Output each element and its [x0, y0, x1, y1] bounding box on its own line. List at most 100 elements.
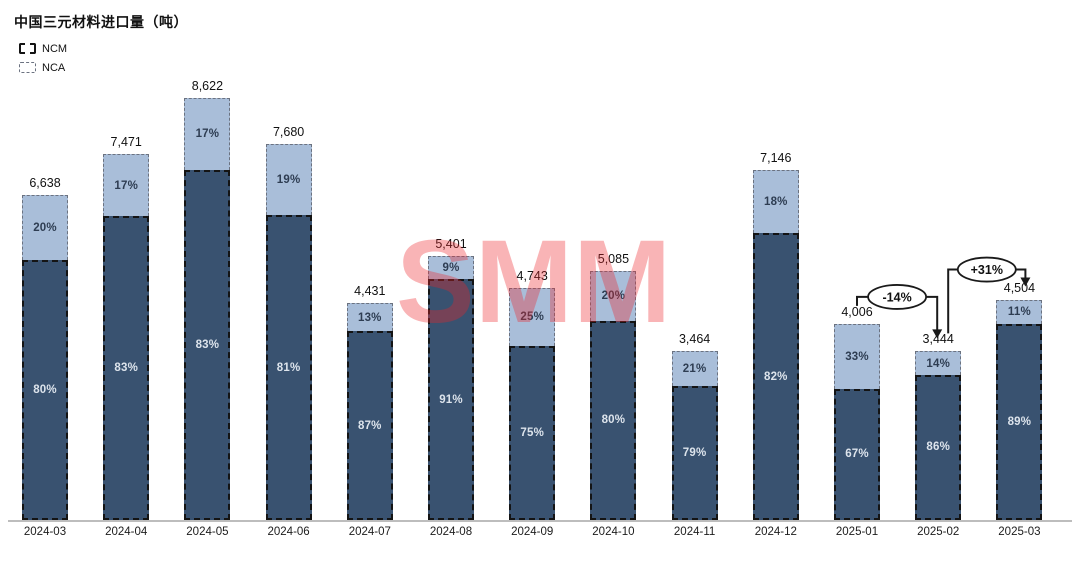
- nca-percent-label: 11%: [1007, 306, 1031, 319]
- x-axis-label: 2024-05: [186, 526, 229, 538]
- bar-total-label: 5,085: [597, 252, 630, 267]
- legend-item-ncm: NCM: [19, 39, 67, 58]
- ncm-percent-label: 82%: [763, 370, 788, 383]
- ncm-percent-label: 91%: [439, 393, 463, 406]
- bar-column: 33% 67%: [834, 323, 880, 520]
- legend: NCM NCA: [19, 39, 67, 77]
- bar-segment-nca: 9%: [428, 255, 474, 280]
- ncm-percent-label: 79%: [682, 447, 707, 460]
- bar-total-label: 8,622: [191, 79, 224, 93]
- ncm-percent-label: 89%: [1007, 415, 1032, 428]
- watermark: SMM: [396, 216, 672, 348]
- x-axis-label: 2024-09: [511, 526, 554, 538]
- bar-total-label: 4,504: [1003, 280, 1036, 295]
- nca-percent-label: 18%: [763, 196, 788, 209]
- bar-segment-ncm: 81%: [265, 215, 312, 520]
- nca-percent-label: 17%: [114, 179, 138, 192]
- chart-title: 中国三元材料进口量（吨）: [14, 14, 188, 30]
- nca-percent-label: 33%: [845, 350, 869, 363]
- ncm-percent-label: 83%: [114, 362, 138, 375]
- bar-segment-ncm: 80%: [22, 260, 68, 520]
- x-axis-label: 2025-03: [998, 526, 1041, 538]
- bar-column: 9% 91%: [428, 255, 474, 520]
- bar-total-label: 3,464: [678, 331, 711, 346]
- legend-label-nca: NCA: [42, 61, 66, 74]
- ncm-percent-label: 87%: [357, 419, 382, 432]
- x-axis-line: [8, 520, 1072, 522]
- x-axis-label: 2024-03: [23, 526, 67, 538]
- nca-percent-label: 21%: [682, 362, 707, 375]
- nca-percent-label: 20%: [601, 290, 626, 303]
- ncm-percent-label: 75%: [520, 426, 544, 439]
- bar-segment-ncm: 79%: [671, 386, 718, 520]
- bar-total-label: 7,680: [272, 125, 305, 140]
- ncm-percent-label: 86%: [926, 441, 950, 454]
- svg-text:+31%: +31%: [971, 263, 1003, 277]
- bar-column: 25% 75%: [509, 287, 556, 520]
- bar-total-label: 4,006: [841, 304, 873, 319]
- bar-segment-ncm: 83%: [184, 169, 231, 520]
- nca-percent-label: 19%: [276, 174, 301, 187]
- bar-segment-ncm: 75%: [509, 345, 556, 520]
- legend-swatch-nca-icon: [19, 62, 36, 73]
- ncm-percent-label: 80%: [33, 384, 57, 397]
- bar-column: 13% 87%: [346, 303, 393, 520]
- bar-segment-nca: 25%: [509, 287, 556, 346]
- bar-total-label: 5,401: [435, 236, 467, 251]
- nca-percent-label: 13%: [357, 311, 382, 324]
- x-axis-label: 2024-06: [267, 526, 310, 538]
- legend-label-ncm: NCM: [42, 42, 68, 55]
- x-axis-label: 2024-11: [673, 526, 716, 538]
- bar-column: 18% 82%: [752, 170, 799, 520]
- ncm-percent-label: 80%: [601, 414, 626, 427]
- bar-column: 19% 81%: [265, 144, 312, 520]
- bar-column: 17% 83%: [184, 98, 231, 520]
- x-axis-label: 2024-10: [592, 526, 635, 538]
- bar-total-label: 4,431: [354, 284, 386, 299]
- bar-segment-ncm: 82%: [752, 233, 799, 520]
- bar-segment-ncm: 91%: [428, 279, 474, 520]
- legend-item-nca: NCA: [19, 58, 67, 77]
- ncm-percent-label: 83%: [195, 338, 220, 351]
- bar-column: 21% 79%: [671, 350, 718, 520]
- x-axis-label: 2024-08: [429, 526, 473, 538]
- bar-total-label: 7,471: [110, 135, 142, 150]
- nca-percent-label: 17%: [195, 128, 220, 141]
- x-axis-label: 2025-01: [835, 526, 879, 538]
- bar-segment-nca: 17%: [184, 98, 231, 170]
- bar-segment-ncm: 87%: [346, 331, 393, 520]
- bar-segment-nca: 33%: [834, 323, 880, 389]
- nca-percent-label: 20%: [33, 222, 57, 235]
- bar-total-label: 7,146: [760, 151, 792, 166]
- bar-segment-ncm: 89%: [996, 323, 1043, 520]
- x-axis-label: 2024-07: [348, 526, 391, 538]
- bar-segment-nca: 11%: [996, 299, 1043, 324]
- bar-segment-nca: 17%: [103, 154, 150, 217]
- bar-segment-nca: 13%: [346, 303, 393, 332]
- bar-segment-nca: 14%: [915, 351, 962, 375]
- bar-segment-ncm: 83%: [103, 216, 150, 520]
- bar-column: 11% 89%: [996, 299, 1043, 520]
- bar-segment-nca: 20%: [590, 271, 637, 321]
- bar-column: 20% 80%: [22, 195, 68, 520]
- bar-segment-ncm: 67%: [834, 388, 880, 520]
- bar-segment-nca: 20%: [22, 195, 68, 261]
- bar-total-label: 3,444: [922, 332, 954, 347]
- x-axis-label: 2025-02: [917, 526, 960, 538]
- nca-percent-label: 9%: [442, 262, 460, 275]
- ncm-percent-label: 67%: [845, 448, 869, 461]
- bar-segment-nca: 19%: [265, 144, 312, 216]
- bar-column: 17% 83%: [103, 154, 150, 520]
- bar-segment-nca: 21%: [671, 350, 718, 387]
- bar-column: 14% 86%: [915, 351, 962, 520]
- svg-text:-14%: -14%: [883, 290, 912, 304]
- nca-percent-label: 14%: [926, 357, 950, 370]
- ncm-percent-label: 81%: [276, 361, 301, 374]
- bar-segment-ncm: 80%: [590, 320, 637, 520]
- bar-total-label: 4,743: [516, 268, 548, 283]
- bar-total-label: 6,638: [29, 176, 61, 191]
- bar-segment-nca: 18%: [752, 170, 799, 234]
- x-axis-label: 2024-04: [105, 526, 148, 538]
- bar-column: 20% 80%: [590, 271, 637, 520]
